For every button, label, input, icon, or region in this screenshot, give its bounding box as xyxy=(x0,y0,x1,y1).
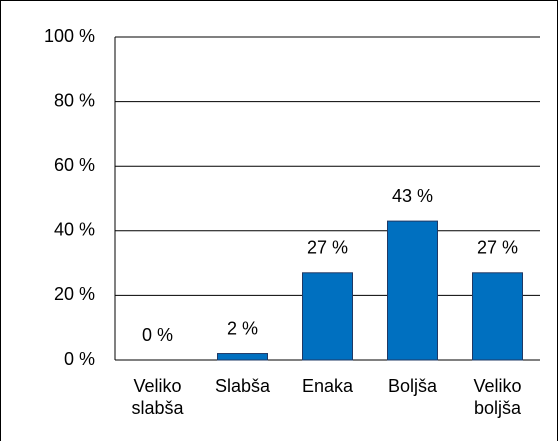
y-tick-label: 40 % xyxy=(54,220,95,240)
y-tick-label: 60 % xyxy=(54,155,95,175)
value-label: 0 % xyxy=(142,325,173,345)
y-tick-label: 0 % xyxy=(64,349,95,369)
value-label: 43 % xyxy=(392,186,433,206)
bar xyxy=(302,272,353,361)
value-label: 27 % xyxy=(477,238,518,258)
x-tick-label: Veliko boljša xyxy=(473,376,522,418)
value-label: 2 % xyxy=(227,318,258,338)
x-tick-label: Slabša xyxy=(214,376,271,396)
bar xyxy=(472,272,523,361)
x-tick-label: Veliko slabša xyxy=(131,376,184,418)
y-tick-label: 80 % xyxy=(54,90,95,110)
y-tick-label: 20 % xyxy=(54,284,95,304)
y-tick-label: 100 % xyxy=(44,26,95,46)
x-tick-label: Boljša xyxy=(387,376,438,396)
x-tick-label: Enaka xyxy=(301,376,354,396)
bar xyxy=(217,353,268,361)
bar xyxy=(387,220,438,361)
value-label: 27 % xyxy=(307,238,348,258)
